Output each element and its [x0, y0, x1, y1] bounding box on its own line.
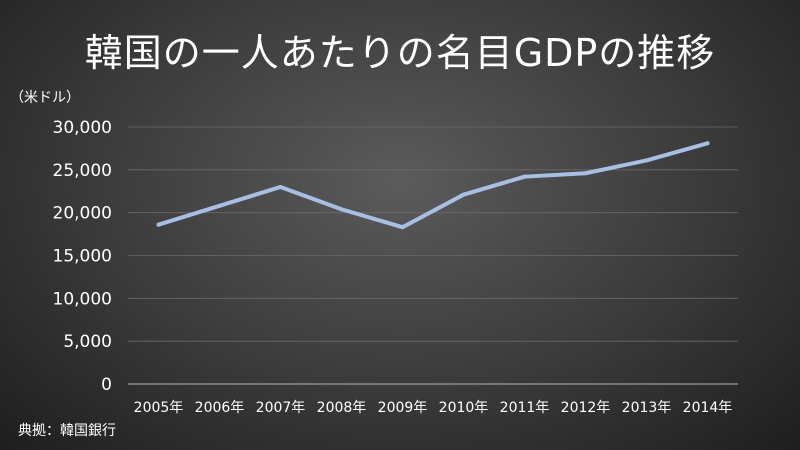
data-point	[583, 171, 588, 176]
x-tick-label: 2006年	[195, 400, 245, 416]
x-tick-label: 2005年	[134, 400, 184, 416]
x-tick-label: 2010年	[439, 400, 489, 416]
data-point	[339, 207, 344, 212]
data-point	[705, 141, 710, 146]
data-point	[461, 192, 466, 197]
data-point	[644, 158, 649, 163]
grid-lines	[128, 126, 738, 385]
y-tick-label: 20,000	[53, 204, 112, 224]
x-axis-ticks: 2005年 2006年 2007年 2008年 2009年 2010年 2011年 2012年…	[134, 400, 733, 416]
y-tick-label: 0	[101, 375, 112, 395]
x-tick-label: 2007年	[256, 400, 306, 416]
y-axis-unit-label: （米ドル）	[10, 90, 80, 106]
data-point	[278, 184, 283, 189]
y-tick-label: 30,000	[53, 118, 112, 138]
data-point	[400, 225, 405, 230]
y-tick-label: 10,000	[53, 289, 112, 309]
x-tick-label: 2009年	[378, 400, 428, 416]
x-tick-label: 2008年	[317, 400, 367, 416]
series-line	[156, 141, 710, 230]
series-layer	[156, 141, 710, 230]
x-tick-label: 2012年	[561, 400, 611, 416]
y-axis-ticks: 0 5,000 10,000 15,000 20,000 25,000 30,000	[53, 118, 112, 395]
data-point	[156, 222, 161, 227]
source-note: 典拠：韓国銀行	[18, 423, 116, 439]
x-tick-label: 2013年	[622, 400, 672, 416]
y-tick-label: 15,000	[53, 247, 112, 267]
x-tick-label: 2014年	[683, 400, 733, 416]
data-point	[217, 203, 222, 208]
y-tick-label: 25,000	[53, 161, 112, 181]
data-point	[522, 174, 527, 179]
chart-title: 韓国の一人あたりの名目GDPの推移	[84, 31, 716, 75]
y-tick-label: 5,000	[63, 332, 112, 352]
x-tick-label: 2011年	[500, 400, 550, 416]
